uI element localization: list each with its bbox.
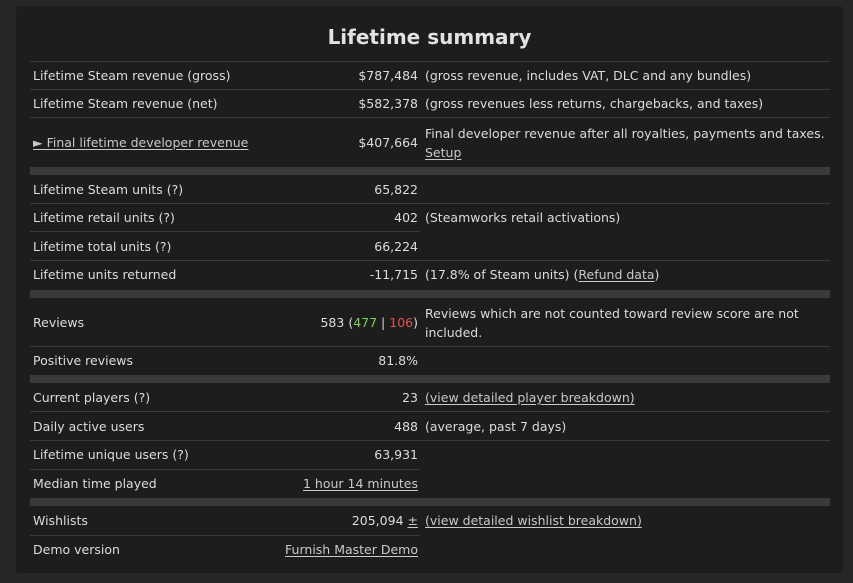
- row-label: Lifetime Steam revenue (gross): [33, 68, 231, 83]
- row-value: 66,224: [374, 239, 418, 254]
- divider: [30, 61, 830, 62]
- reviews-close-paren: ): [413, 315, 418, 330]
- row-note: (Steamworks retail activations): [425, 210, 621, 225]
- row-label: Demo version: [33, 542, 120, 557]
- section-separator: [30, 167, 830, 175]
- row-value: $787,484: [358, 68, 418, 83]
- row-value: 63,931: [374, 447, 418, 462]
- row-note: (view detailed wishlist breakdown): [425, 511, 825, 530]
- setup-link[interactable]: Setup: [425, 145, 462, 160]
- reviews-value: 583 (477 | 106): [320, 315, 418, 330]
- row-label: Daily active users: [33, 419, 145, 434]
- row-value: 402: [394, 210, 418, 225]
- summary-panel: Lifetime summary: [16, 6, 843, 573]
- returned-note-close: ): [654, 267, 660, 282]
- row-label: Positive reviews: [33, 353, 134, 368]
- wishlist-breakdown-link[interactable]: (view detailed wishlist breakdown): [425, 513, 642, 528]
- divider: [30, 89, 830, 90]
- row-label: Median time played: [33, 476, 157, 491]
- row-note: (gross revenues less returns, chargeback…: [425, 96, 764, 111]
- row-label[interactable]: Lifetime Steam units (?): [33, 182, 184, 197]
- divider: [30, 117, 830, 118]
- row-label[interactable]: Lifetime total units (?): [33, 239, 172, 254]
- row-value: 488: [394, 419, 418, 434]
- reviews-open-paren: (: [348, 315, 354, 330]
- reviews-negative-count: 106: [389, 315, 414, 330]
- wishlists-count: 205,094: [351, 513, 404, 528]
- row-value: -11,715: [369, 267, 418, 282]
- row-note: (gross revenue, includes VAT, DLC and an…: [425, 68, 752, 83]
- section-separator: [30, 290, 830, 298]
- row-value: 23: [402, 390, 418, 405]
- returned-note-text: (17.8% of Steam units) (: [425, 267, 579, 282]
- row-note: Final developer revenue after all royalt…: [425, 124, 825, 162]
- row-label: Lifetime units returned: [33, 267, 177, 282]
- wishlists-value: 205,094 ±: [352, 513, 418, 528]
- reviews-total: 583: [320, 315, 345, 330]
- reviews-separator: |: [381, 315, 386, 330]
- divider: [30, 469, 420, 470]
- refund-data-link[interactable]: Refund data: [578, 267, 655, 282]
- divider: [30, 203, 830, 204]
- demo-version-link[interactable]: Furnish Master Demo: [285, 542, 418, 557]
- player-breakdown-link[interactable]: (view detailed player breakdown): [425, 390, 635, 405]
- row-note: (17.8% of Steam units) (Refund data): [425, 265, 825, 284]
- row-note: (average, past 7 days): [425, 419, 567, 434]
- dev-note-text: Final developer revenue after all royalt…: [425, 126, 825, 141]
- row-value: 81.8%: [378, 353, 418, 368]
- row-label: Reviews: [33, 315, 85, 330]
- row-label: Wishlists: [33, 513, 88, 528]
- panel-title: Lifetime summary: [327, 25, 532, 49]
- row-note: (view detailed player breakdown): [425, 388, 825, 407]
- divider: [30, 440, 830, 441]
- row-value: $407,664: [358, 135, 418, 150]
- median-time-link[interactable]: 1 hour 14 minutes: [302, 476, 418, 491]
- reviews-positive-count: 477: [353, 315, 378, 330]
- section-separator: [30, 498, 830, 506]
- developer-revenue-toggle[interactable]: ► Final lifetime developer revenue: [33, 135, 249, 150]
- row-value: $582,378: [358, 96, 418, 111]
- row-label[interactable]: Lifetime unique users (?): [33, 447, 189, 462]
- wishlist-plus-minus-icon[interactable]: ±: [407, 513, 418, 528]
- row-note: Reviews which are not counted toward rev…: [425, 306, 799, 340]
- divider: [30, 411, 830, 412]
- divider: [30, 535, 420, 536]
- row-label: Lifetime Steam revenue (net): [33, 96, 218, 111]
- row-value: 65,822: [374, 182, 418, 197]
- row-label[interactable]: Lifetime retail units (?): [33, 210, 175, 225]
- section-separator: [30, 375, 830, 383]
- divider: [30, 231, 420, 232]
- divider: [30, 260, 830, 261]
- divider: [30, 346, 830, 347]
- row-label[interactable]: Current players (?): [33, 390, 151, 405]
